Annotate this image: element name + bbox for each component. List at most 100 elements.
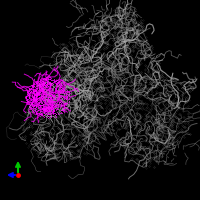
Point — [51, 93, 54, 96]
Point — [39, 94, 43, 98]
Point — [47, 102, 50, 105]
Point — [55, 101, 58, 104]
Point — [37, 87, 40, 90]
Point — [57, 89, 60, 92]
Point — [60, 106, 63, 109]
Point — [49, 100, 52, 103]
Point — [56, 82, 59, 85]
Point — [38, 92, 41, 95]
Point — [34, 104, 37, 107]
Point — [66, 93, 70, 96]
Point — [57, 93, 60, 96]
Point — [53, 111, 56, 115]
Point — [60, 97, 63, 101]
Point — [52, 111, 55, 114]
Point — [42, 89, 45, 93]
Point — [65, 96, 68, 99]
Point — [42, 82, 46, 85]
Point — [54, 105, 57, 108]
Point — [39, 102, 42, 105]
Point — [49, 102, 52, 106]
Point — [38, 82, 41, 85]
Point — [46, 107, 49, 110]
Point — [29, 86, 32, 89]
Point — [57, 80, 60, 84]
Point — [57, 95, 60, 99]
Point — [44, 114, 47, 117]
Point — [58, 106, 62, 109]
Point — [47, 82, 51, 86]
Point — [61, 91, 64, 94]
Point — [52, 115, 55, 118]
Point — [36, 105, 39, 108]
Point — [59, 84, 62, 87]
Point — [37, 106, 40, 109]
Point — [38, 97, 41, 100]
Point — [27, 96, 31, 99]
Point — [47, 77, 50, 80]
Point — [50, 110, 53, 113]
Point — [48, 81, 51, 85]
Point — [55, 83, 58, 87]
Point — [41, 85, 44, 88]
Point — [53, 88, 56, 92]
Point — [43, 115, 46, 118]
Point — [60, 98, 63, 101]
Point — [58, 106, 61, 110]
Point — [44, 78, 47, 81]
Point — [31, 109, 35, 112]
Point — [51, 94, 54, 97]
Point — [51, 95, 54, 98]
Point — [57, 95, 60, 98]
Point — [33, 98, 36, 101]
Point — [29, 89, 32, 93]
Point — [38, 112, 41, 115]
Point — [34, 99, 37, 103]
Point — [33, 95, 36, 98]
Point — [48, 83, 52, 86]
Point — [61, 99, 64, 103]
Point — [51, 111, 55, 114]
Point — [55, 85, 58, 88]
Point — [55, 81, 58, 85]
Point — [30, 106, 33, 109]
Point — [31, 103, 34, 106]
Point — [44, 105, 48, 108]
Point — [52, 97, 55, 100]
Point — [51, 102, 54, 106]
Point — [53, 106, 57, 109]
Point — [42, 108, 45, 111]
Point — [57, 89, 60, 92]
Point — [29, 84, 33, 87]
Point — [32, 89, 36, 92]
Point — [31, 102, 34, 106]
Point — [41, 103, 44, 107]
Point — [39, 89, 42, 92]
Point — [43, 111, 46, 114]
Point — [65, 100, 68, 103]
Point — [40, 87, 43, 90]
Point — [46, 81, 49, 84]
Point — [57, 89, 61, 92]
Point — [47, 90, 51, 93]
Point — [35, 105, 38, 109]
Point — [31, 104, 35, 108]
Point — [32, 110, 36, 114]
Point — [62, 82, 65, 85]
Point — [62, 92, 65, 95]
Point — [34, 97, 38, 101]
Point — [47, 109, 50, 113]
Point — [47, 96, 50, 99]
Point — [40, 97, 43, 100]
Point — [45, 99, 48, 102]
Point — [46, 106, 50, 109]
Point — [47, 81, 51, 85]
Point — [47, 98, 50, 101]
Point — [58, 101, 62, 104]
Point — [30, 104, 33, 107]
Point — [60, 93, 63, 96]
Point — [27, 103, 30, 106]
Point — [54, 115, 57, 118]
Point — [38, 100, 41, 103]
Point — [39, 113, 42, 117]
